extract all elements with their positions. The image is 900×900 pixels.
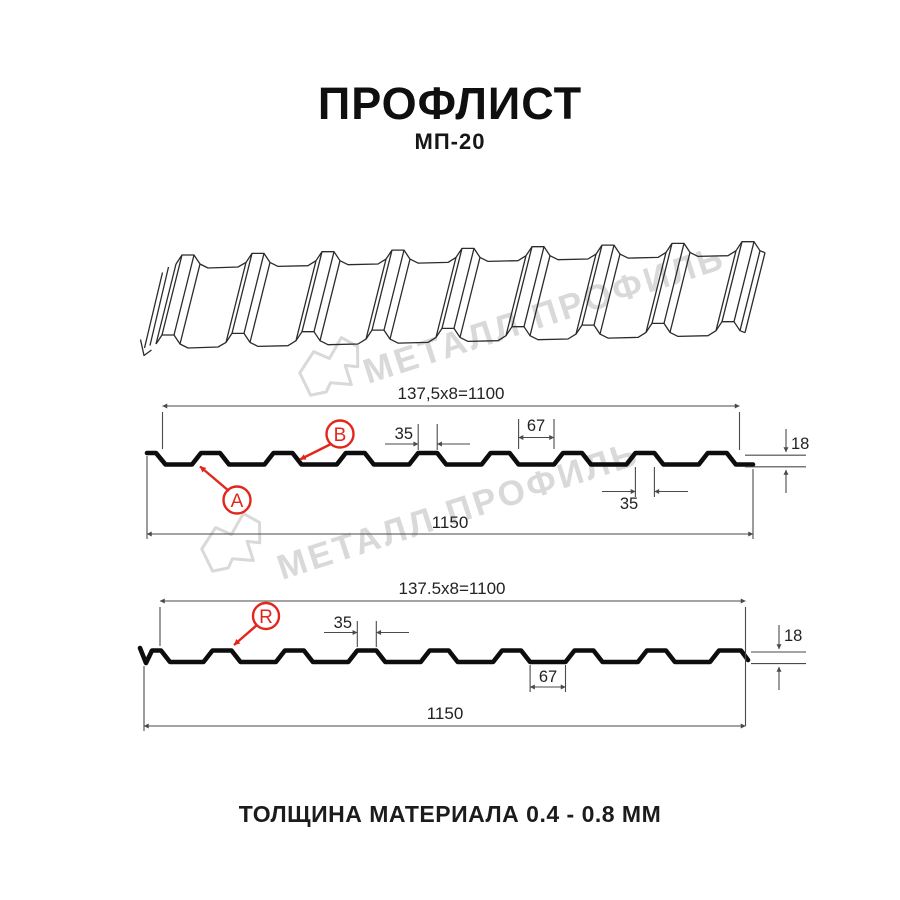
sheet-cut-edge	[139, 266, 170, 357]
dim-height-label: 18	[784, 627, 802, 645]
callout-r-letter: R	[259, 607, 273, 628]
dim-rib-top-label: 35	[395, 425, 413, 443]
callout-a-letter: A	[231, 491, 244, 512]
callout-b-circle	[325, 419, 355, 449]
dim-valley-width: 67	[518, 417, 555, 449]
thickness-note: ТОЛЩИНА МАТЕРИАЛА 0.4 - 0.8 ММ	[238, 801, 662, 827]
dim-rib-top-width: 35	[324, 614, 409, 647]
brand-logo-icon	[200, 512, 262, 573]
profile-outline	[144, 450, 756, 467]
callout-a-circle	[222, 485, 252, 515]
dim-coverage-width: 137,5x8=1100	[161, 384, 741, 450]
dim-overall-label: 1150	[432, 513, 469, 532]
profile-3d-view	[139, 241, 766, 357]
dim-valley-label: 67	[539, 668, 557, 686]
dim-valley-label: 67	[527, 417, 545, 435]
dim-rib-top-width: 35	[385, 424, 470, 450]
dim-coverage-label: 137,5x8=1100	[398, 384, 505, 403]
watermark-brand-text: МЕТАЛЛ ПРОФИЛЬ	[272, 434, 644, 588]
dim-valley-width: 67	[529, 665, 567, 692]
callout-r-circle	[251, 601, 281, 631]
dim-height-label: 18	[791, 435, 809, 453]
dim-coverage-width: 137.5x8=1100	[159, 579, 747, 726]
dim-overall-width: 1150	[143, 666, 746, 731]
profile-outline	[137, 645, 751, 666]
dim-rib-top-label: 35	[334, 614, 352, 632]
sheet-fold-lines	[155, 241, 766, 345]
dim-height: 18	[751, 625, 806, 690]
dim-overall-label: 1150	[427, 704, 464, 723]
brand-logo-icon	[298, 336, 360, 397]
callout-r: R	[233, 601, 281, 646]
dim-coverage-label: 137.5x8=1100	[399, 579, 506, 598]
callout-b: B	[299, 419, 355, 461]
callout-b-letter: B	[334, 425, 347, 446]
cross-section-bottom: 137.5x8=1100 35 67 1150	[137, 579, 806, 731]
page-subtitle: МП-20	[414, 129, 486, 154]
watermark-lower: МЕТАЛЛ ПРОФИЛЬ	[200, 434, 644, 588]
dim-overall-width: 1150	[146, 456, 754, 539]
dim-height: 18	[745, 429, 809, 493]
dim-rib-bottom-label: 35	[620, 495, 638, 513]
cross-section-top: 137,5x8=1100 35 67 35	[144, 384, 809, 539]
callout-a: A	[199, 465, 252, 515]
page-title: ПРОФЛИСТ	[317, 78, 583, 129]
dim-rib-bottom-width: 35	[602, 467, 688, 513]
